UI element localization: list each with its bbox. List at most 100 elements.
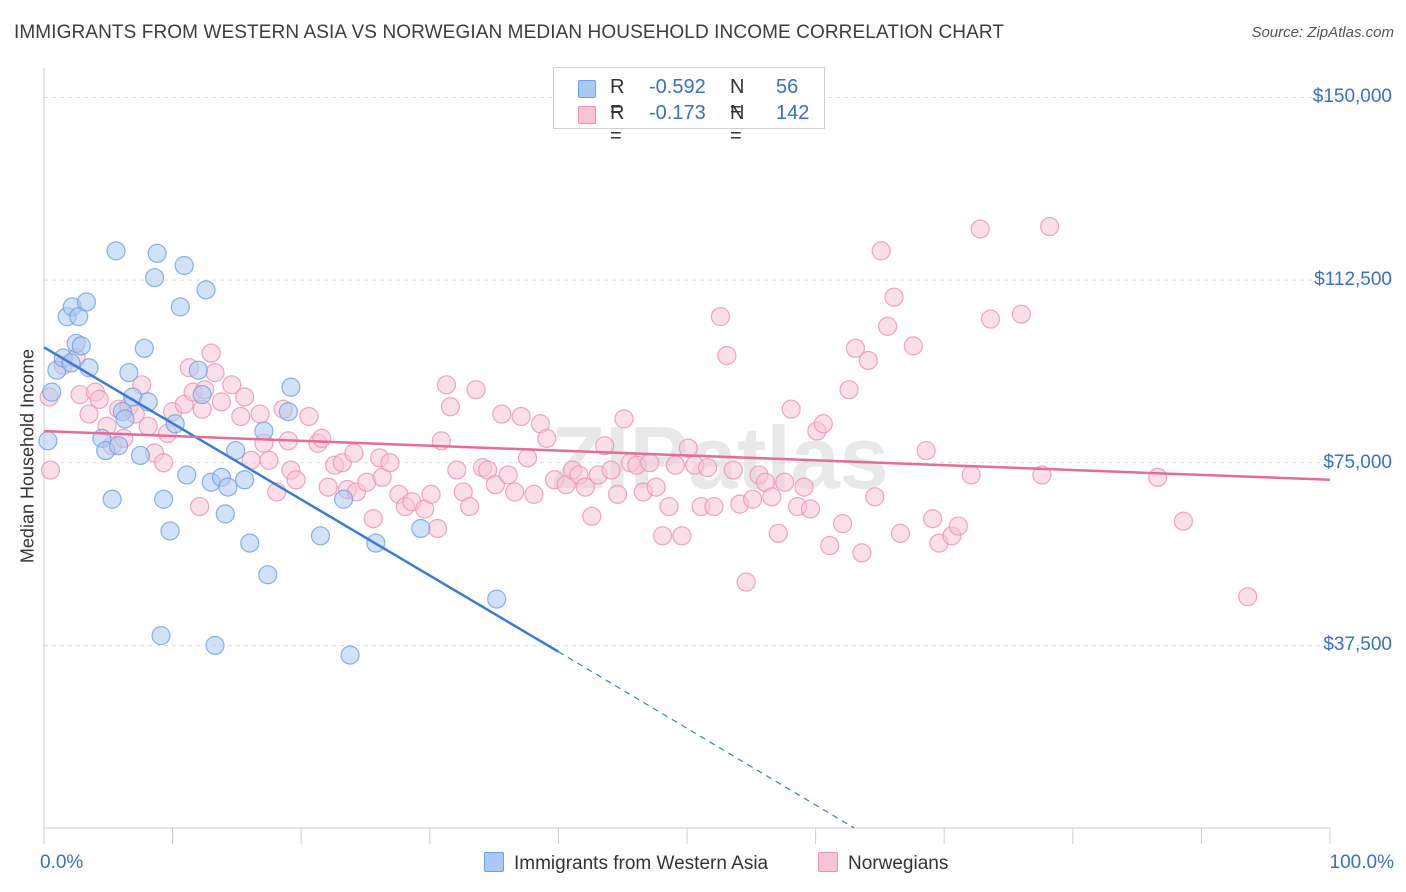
bottom-legend-western-asia: Immigrants from Western Asia bbox=[484, 852, 768, 875]
norwegians-point bbox=[79, 404, 99, 424]
western-asia-point bbox=[258, 565, 278, 585]
norwegians-point bbox=[903, 336, 923, 356]
norwegians-point bbox=[1238, 587, 1258, 607]
norwegians-point bbox=[813, 414, 833, 434]
norwegians-point bbox=[890, 523, 911, 543]
western-asia-point bbox=[151, 626, 171, 646]
legend-r-label: R = bbox=[610, 102, 625, 147]
norwegians-point bbox=[1040, 216, 1060, 237]
norwegians-trend-line bbox=[43, 429, 1331, 482]
western-asia-point bbox=[196, 280, 216, 300]
western-asia-point bbox=[115, 409, 135, 429]
norwegians-point bbox=[678, 438, 698, 458]
y-tick-label: $75,000 bbox=[1323, 451, 1392, 473]
norwegians-point bbox=[1148, 467, 1168, 487]
norwegians-point bbox=[710, 307, 731, 327]
norwegians-point bbox=[697, 458, 718, 478]
bottom-legend-swatch-pink bbox=[818, 852, 838, 872]
grid-lines bbox=[44, 96, 1392, 646]
western-asia-point bbox=[134, 338, 154, 358]
trend-lines bbox=[43, 346, 1331, 829]
norwegians-point bbox=[318, 477, 338, 497]
norwegians-point bbox=[1032, 465, 1052, 485]
norwegians-point bbox=[948, 516, 968, 536]
western-asia-points bbox=[38, 241, 507, 665]
norwegians-point bbox=[833, 514, 853, 534]
norwegians-point bbox=[768, 523, 788, 543]
norwegians-point bbox=[704, 496, 724, 517]
norwegians-point bbox=[211, 392, 232, 412]
norwegians-point bbox=[723, 460, 743, 480]
bottom-legend-norwegians: Norwegians bbox=[818, 852, 948, 875]
norwegians-point bbox=[517, 448, 538, 468]
chart-title: IMMIGRANTS FROM WESTERN ASIA VS NORWEGIA… bbox=[14, 22, 1005, 43]
norwegians-point bbox=[1011, 304, 1031, 324]
western-asia-point bbox=[119, 363, 139, 383]
norwegians-point bbox=[775, 472, 795, 492]
norwegians-point bbox=[659, 496, 679, 517]
norwegians-point bbox=[736, 572, 756, 592]
western-asia-point bbox=[340, 645, 360, 665]
y-tick-label: $37,500 bbox=[1323, 634, 1392, 656]
norwegians-point bbox=[524, 484, 544, 504]
norwegians-point bbox=[839, 380, 859, 400]
y-tick-label: $150,000 bbox=[1312, 86, 1392, 108]
norwegians-point bbox=[781, 399, 801, 419]
norwegians-point bbox=[40, 460, 61, 480]
norwegians-point bbox=[871, 241, 891, 261]
legend-r-value: -0.592 bbox=[649, 76, 706, 98]
bottom-legend-swatch-blue bbox=[484, 852, 504, 872]
norwegians-point bbox=[231, 406, 251, 427]
norwegians-point bbox=[505, 482, 525, 502]
western-asia-point bbox=[240, 533, 260, 553]
norwegians-point bbox=[742, 489, 763, 509]
western-asia-point bbox=[205, 635, 225, 655]
norwegians-point bbox=[865, 487, 885, 507]
norwegians-point bbox=[153, 453, 174, 473]
norwegians-point bbox=[961, 465, 981, 485]
norwegians-points bbox=[39, 216, 1258, 607]
norwegians-point bbox=[447, 460, 467, 480]
bottom-legend-label: Norwegians bbox=[848, 853, 949, 874]
source-label: Source: ZipAtlas.com bbox=[1251, 24, 1394, 41]
bottom-legend-label: Immigrants from Western Asia bbox=[514, 853, 769, 874]
legend-n-value: 56 bbox=[776, 76, 799, 98]
norwegians-point bbox=[286, 470, 306, 490]
western-asia-point bbox=[160, 521, 180, 541]
western-asia-point bbox=[106, 241, 126, 261]
legend-swatch-blue bbox=[578, 80, 596, 98]
legend-r-value: -0.173 bbox=[649, 102, 706, 124]
western-asia-point bbox=[71, 336, 91, 356]
norwegians-point bbox=[878, 316, 898, 336]
western-asia-point bbox=[281, 377, 301, 397]
norwegians-point bbox=[820, 535, 840, 556]
norwegians-point bbox=[970, 219, 990, 239]
western-asia-point bbox=[42, 382, 62, 402]
y-tick-label: $112,500 bbox=[1314, 269, 1392, 291]
western-asia-point bbox=[334, 489, 354, 509]
legend-swatch-pink bbox=[578, 106, 596, 124]
western-asia-point bbox=[411, 518, 431, 539]
norwegians-point bbox=[427, 518, 448, 539]
norwegians-point bbox=[222, 375, 242, 395]
legend-n-label: N = bbox=[730, 76, 745, 121]
western-asia-point bbox=[192, 384, 212, 405]
norwegians-point bbox=[312, 428, 332, 448]
western-asia-trend-line bbox=[43, 346, 560, 653]
norwegians-point bbox=[466, 380, 486, 400]
norwegians-point bbox=[436, 375, 457, 395]
norwegians-point bbox=[575, 477, 596, 497]
norwegians-point bbox=[250, 404, 270, 424]
western-asia-point bbox=[254, 421, 274, 441]
western-asia-point bbox=[102, 489, 122, 509]
y-axis-label: Median Household Income bbox=[17, 348, 38, 564]
norwegians-point bbox=[614, 409, 634, 429]
western-asia-point bbox=[108, 436, 129, 456]
norwegians-point bbox=[858, 350, 878, 371]
x-tick-max: 100.0% bbox=[1329, 852, 1394, 873]
norwegians-point bbox=[460, 496, 480, 517]
western-asia-point bbox=[487, 589, 507, 609]
norwegians-point bbox=[380, 453, 400, 473]
norwegians-point bbox=[492, 404, 512, 424]
western-asia-point bbox=[38, 431, 58, 451]
